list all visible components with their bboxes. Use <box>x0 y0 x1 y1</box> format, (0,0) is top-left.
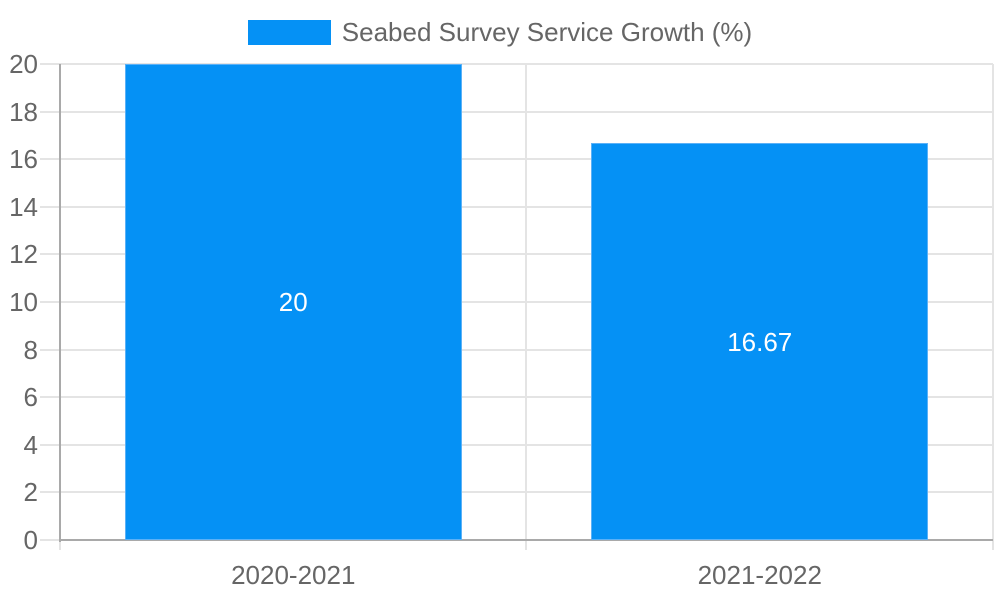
y-gridline <box>40 348 993 351</box>
legend-label: Seabed Survey Service Growth (%) <box>341 16 753 47</box>
x-axis-line <box>59 539 993 541</box>
y-gridline <box>40 301 993 303</box>
x-gridline <box>991 64 994 550</box>
y-axis-tick-label: 4 <box>23 429 38 460</box>
y-gridline <box>40 158 993 161</box>
y-gridline <box>40 205 993 208</box>
x-axis-category-label: 2021-2022 <box>697 560 822 590</box>
y-gridline <box>40 491 993 494</box>
bar-2020-2021[interactable] <box>124 64 462 540</box>
y-gridline <box>40 253 993 256</box>
y-axis-tick-label: 2 <box>23 477 38 508</box>
y-gridline <box>40 63 993 65</box>
y-axis-tick-label: 16 <box>9 144 38 175</box>
bar-value-label: 20 <box>278 287 308 317</box>
x-tick-mark <box>59 540 61 550</box>
y-axis-tick-label: 0 <box>23 525 38 555</box>
x-gridline <box>525 64 527 550</box>
y-axis-tick-label: 6 <box>23 382 38 413</box>
bar-2021-2022[interactable] <box>591 143 929 540</box>
y-gridline <box>40 396 993 399</box>
y-axis-tick-label: 14 <box>9 191 38 222</box>
y-gridline <box>40 110 993 113</box>
y-axis-tick-label: 8 <box>23 334 38 365</box>
x-axis-category-label: 2020-2021 <box>231 560 356 590</box>
bar-value-label: 16.67 <box>727 326 793 357</box>
y-axis-line <box>59 64 61 542</box>
y-axis-tick-label: 20 <box>9 49 38 79</box>
y-gridline <box>40 443 993 446</box>
y-axis-tick-label: 18 <box>9 96 38 127</box>
legend-swatch <box>247 19 331 45</box>
y-axis-tick-label: 12 <box>9 239 38 270</box>
y-axis-tick-label: 10 <box>9 287 38 317</box>
legend-item[interactable]: Seabed Survey Service Growth (%) <box>0 16 1000 47</box>
